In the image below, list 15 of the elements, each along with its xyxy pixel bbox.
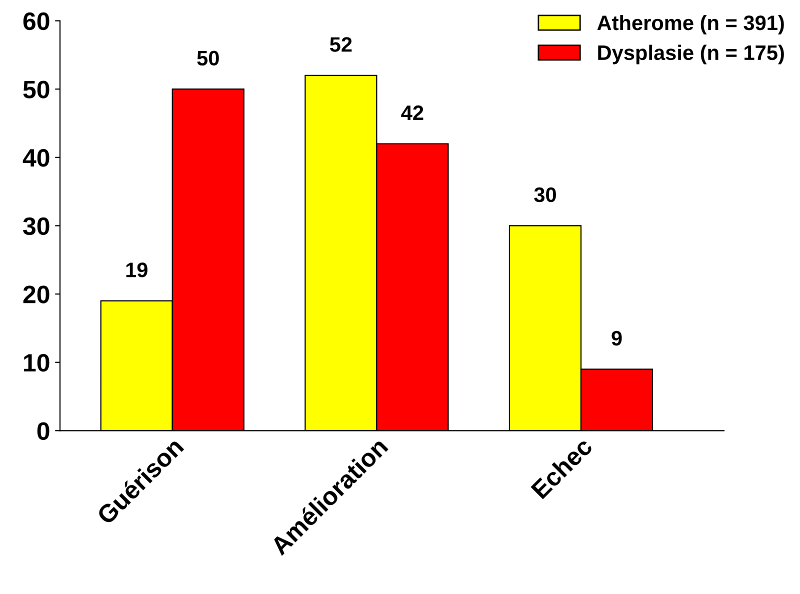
data-label: 52 <box>330 37 352 52</box>
data-label: 42 <box>401 105 424 120</box>
y-tick-label: 40 <box>22 149 50 167</box>
data-label: 30 <box>534 187 556 202</box>
y-tick-label: 0 <box>37 422 50 440</box>
data-label: 50 <box>197 50 219 66</box>
legend-label: Atherome (n = 391) <box>597 14 784 34</box>
legend-label: Dysplasie (n = 175) <box>598 44 784 64</box>
data-label: 19 <box>126 262 148 278</box>
data-label: 9 <box>612 330 622 346</box>
y-tick-label: 10 <box>24 354 50 372</box>
y-tick-label: 50 <box>23 80 50 98</box>
y-tick-label: 20 <box>23 286 50 304</box>
y-tick-label: 60 <box>23 12 50 30</box>
y-tick-label: 30 <box>23 217 50 236</box>
